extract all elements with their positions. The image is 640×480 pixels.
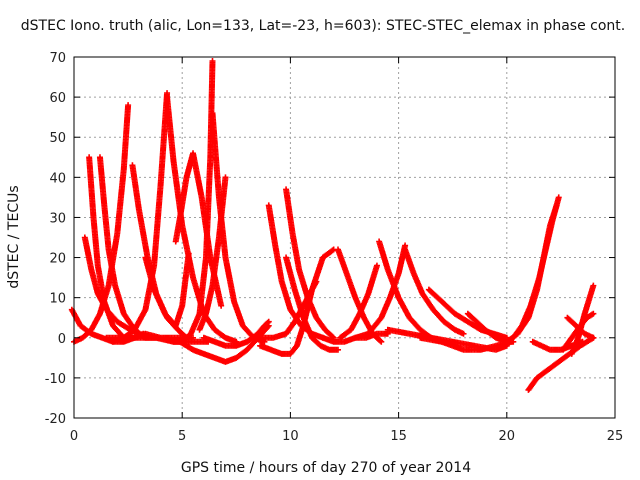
series-arc12: [196, 174, 229, 333]
series-arc8: [142, 250, 192, 329]
data-point: [209, 58, 216, 65]
y-tick-label: -10: [45, 372, 66, 387]
data-point: [335, 346, 342, 353]
data-point: [378, 338, 385, 345]
series-arc33: [510, 194, 562, 341]
data-point: [579, 338, 586, 345]
x-tick-label: 25: [607, 429, 624, 444]
y-tick-label: 0: [58, 332, 66, 347]
data-point: [265, 318, 272, 325]
y-tick-label: 20: [49, 252, 66, 267]
data-point: [460, 330, 467, 337]
data-point: [377, 337, 384, 344]
y-tick-label: 70: [49, 51, 66, 66]
x-tick-label: 15: [390, 429, 407, 444]
x-tick-label: 0: [70, 429, 78, 444]
data-point: [264, 319, 271, 326]
y-tick-label: 60: [49, 91, 66, 106]
data-point: [590, 334, 597, 341]
y-axis-label: dSTEC / TECUs: [6, 185, 22, 288]
series-arc2: [86, 154, 147, 341]
data-point: [555, 194, 562, 201]
y-tick-label: 40: [49, 171, 66, 186]
data-point: [590, 282, 597, 289]
series-arc23: [337, 262, 380, 341]
data-series: [68, 58, 597, 393]
data-point: [222, 174, 229, 181]
x-tick-label: 20: [499, 429, 516, 444]
series-arc27: [402, 246, 467, 337]
x-axis-label: GPS time / hours of day 270 of year 2014: [181, 460, 471, 476]
y-tick-label: 10: [49, 292, 66, 307]
series-arc22: [335, 246, 385, 345]
data-point: [125, 102, 132, 109]
y-tick-label: 50: [49, 131, 66, 146]
x-tick-label: 10: [282, 429, 299, 444]
series-arc3: [96, 154, 160, 341]
data-point: [590, 310, 597, 317]
x-tick-label: 5: [178, 429, 186, 444]
series-arc38: [564, 314, 597, 341]
y-tick-label: 30: [49, 211, 66, 226]
series-arc21: [254, 278, 320, 341]
series-arc25: [376, 238, 445, 345]
data-point: [205, 338, 212, 345]
series-arc10: [170, 58, 216, 345]
series-arc18: [283, 186, 337, 341]
data-point: [185, 250, 192, 257]
data-point: [373, 262, 380, 269]
axis-ticks: 0 5 10 15 20 25 -20 -10 0 10 20 30 40 50 60 70: [45, 51, 624, 444]
series-arc16: [103, 334, 212, 345]
data-point: [313, 278, 320, 285]
y-tick-label: -20: [45, 412, 66, 427]
chart-title: dSTEC Iono. truth (alic, Lon=133, Lat=-2…: [21, 18, 625, 34]
plot-frame: [73, 56, 616, 419]
data-point: [218, 302, 225, 309]
